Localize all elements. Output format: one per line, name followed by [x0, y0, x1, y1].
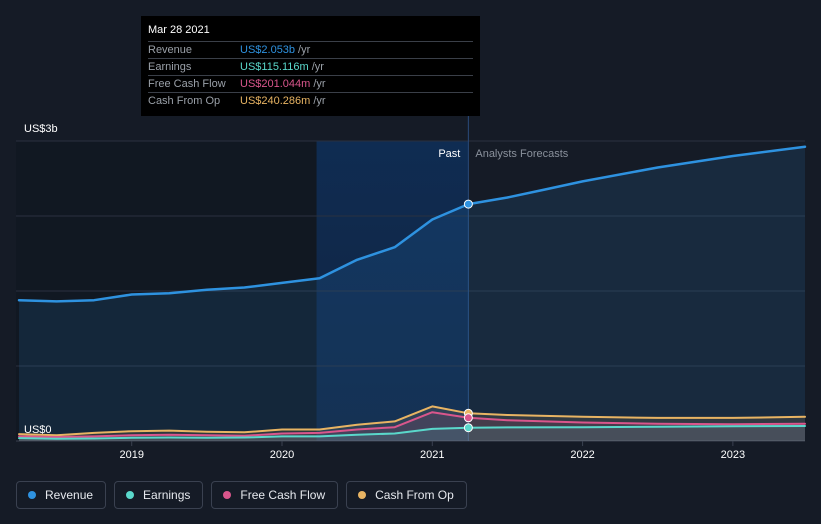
- x-tick-label: 2020: [270, 449, 294, 461]
- legend-label: Free Cash Flow: [240, 488, 326, 502]
- free-cash-flow-dot-icon: [223, 491, 232, 499]
- legend-free-cash-flow-button[interactable]: Free Cash Flow: [211, 481, 339, 509]
- tooltip-row-earnings: Earnings US$115.116m /yr: [148, 58, 473, 75]
- free-cash-flow-line: [18, 411, 806, 438]
- tooltip-row-revenue: Revenue US$2.053b /yr: [148, 41, 473, 58]
- tooltip-label: Revenue: [148, 44, 193, 56]
- tooltip-date: Mar 28 2021: [148, 24, 210, 36]
- tooltip-unit: /yr: [311, 61, 324, 73]
- earnings-line: [18, 425, 806, 440]
- earnings-marker: [463, 423, 473, 433]
- tooltip-label: Free Cash Flow: [148, 78, 226, 90]
- legend-cash-from-op-button[interactable]: Cash From Op: [346, 481, 467, 509]
- tooltip-unit: /yr: [298, 44, 311, 56]
- x-tick-label: 2022: [570, 449, 594, 461]
- tooltip-label: Cash From Op: [148, 95, 221, 107]
- chart-legend: Revenue Earnings Free Cash Flow Cash Fro…: [16, 481, 467, 509]
- tooltip-unit: /yr: [313, 95, 326, 107]
- revenue-area: [19, 146, 805, 442]
- legend-label: Cash From Op: [375, 488, 454, 502]
- cash-from-op-dot-icon: [358, 491, 367, 499]
- tooltip-unit: /yr: [313, 78, 326, 90]
- tooltip-value: US$201.044m: [240, 78, 311, 90]
- legend-earnings-button[interactable]: Earnings: [114, 481, 204, 509]
- data-tooltip: Mar 28 2021 Revenue US$2.053b /yr Earnin…: [141, 16, 480, 116]
- past-label: Past: [438, 148, 460, 160]
- tooltip-value: US$240.286m: [240, 95, 311, 107]
- tooltip-row-cash-from-op: Cash From Op US$240.286m /yr: [148, 92, 473, 109]
- revenue-marker: [463, 199, 473, 209]
- earnings-area: [19, 426, 805, 441]
- x-tick-label: 2021: [420, 449, 444, 461]
- tooltip-value: US$115.116m: [240, 61, 309, 73]
- y-tick-label: US$0: [24, 424, 52, 436]
- forecast-label: Analysts Forecasts: [475, 148, 568, 160]
- tooltip-value: US$2.053b: [240, 44, 296, 56]
- free-cash-flow-marker: [463, 413, 473, 423]
- tooltip-label: Earnings: [148, 61, 192, 73]
- earnings-dot-icon: [126, 491, 135, 499]
- tooltip-row-free-cash-flow: Free Cash Flow US$201.044m /yr: [148, 75, 473, 92]
- cash-from-op-line: [18, 405, 806, 437]
- y-tick-label: US$3b: [24, 123, 58, 135]
- revenue-dot-icon: [28, 491, 36, 499]
- legend-label: Earnings: [143, 488, 191, 502]
- x-tick-label: 2019: [119, 449, 143, 461]
- revenue-line: [17, 145, 807, 303]
- legend-revenue-button[interactable]: Revenue: [16, 481, 107, 509]
- free-cash-flow-area: [19, 412, 805, 441]
- x-tick-label: 2023: [721, 449, 745, 461]
- legend-label: Revenue: [45, 488, 94, 502]
